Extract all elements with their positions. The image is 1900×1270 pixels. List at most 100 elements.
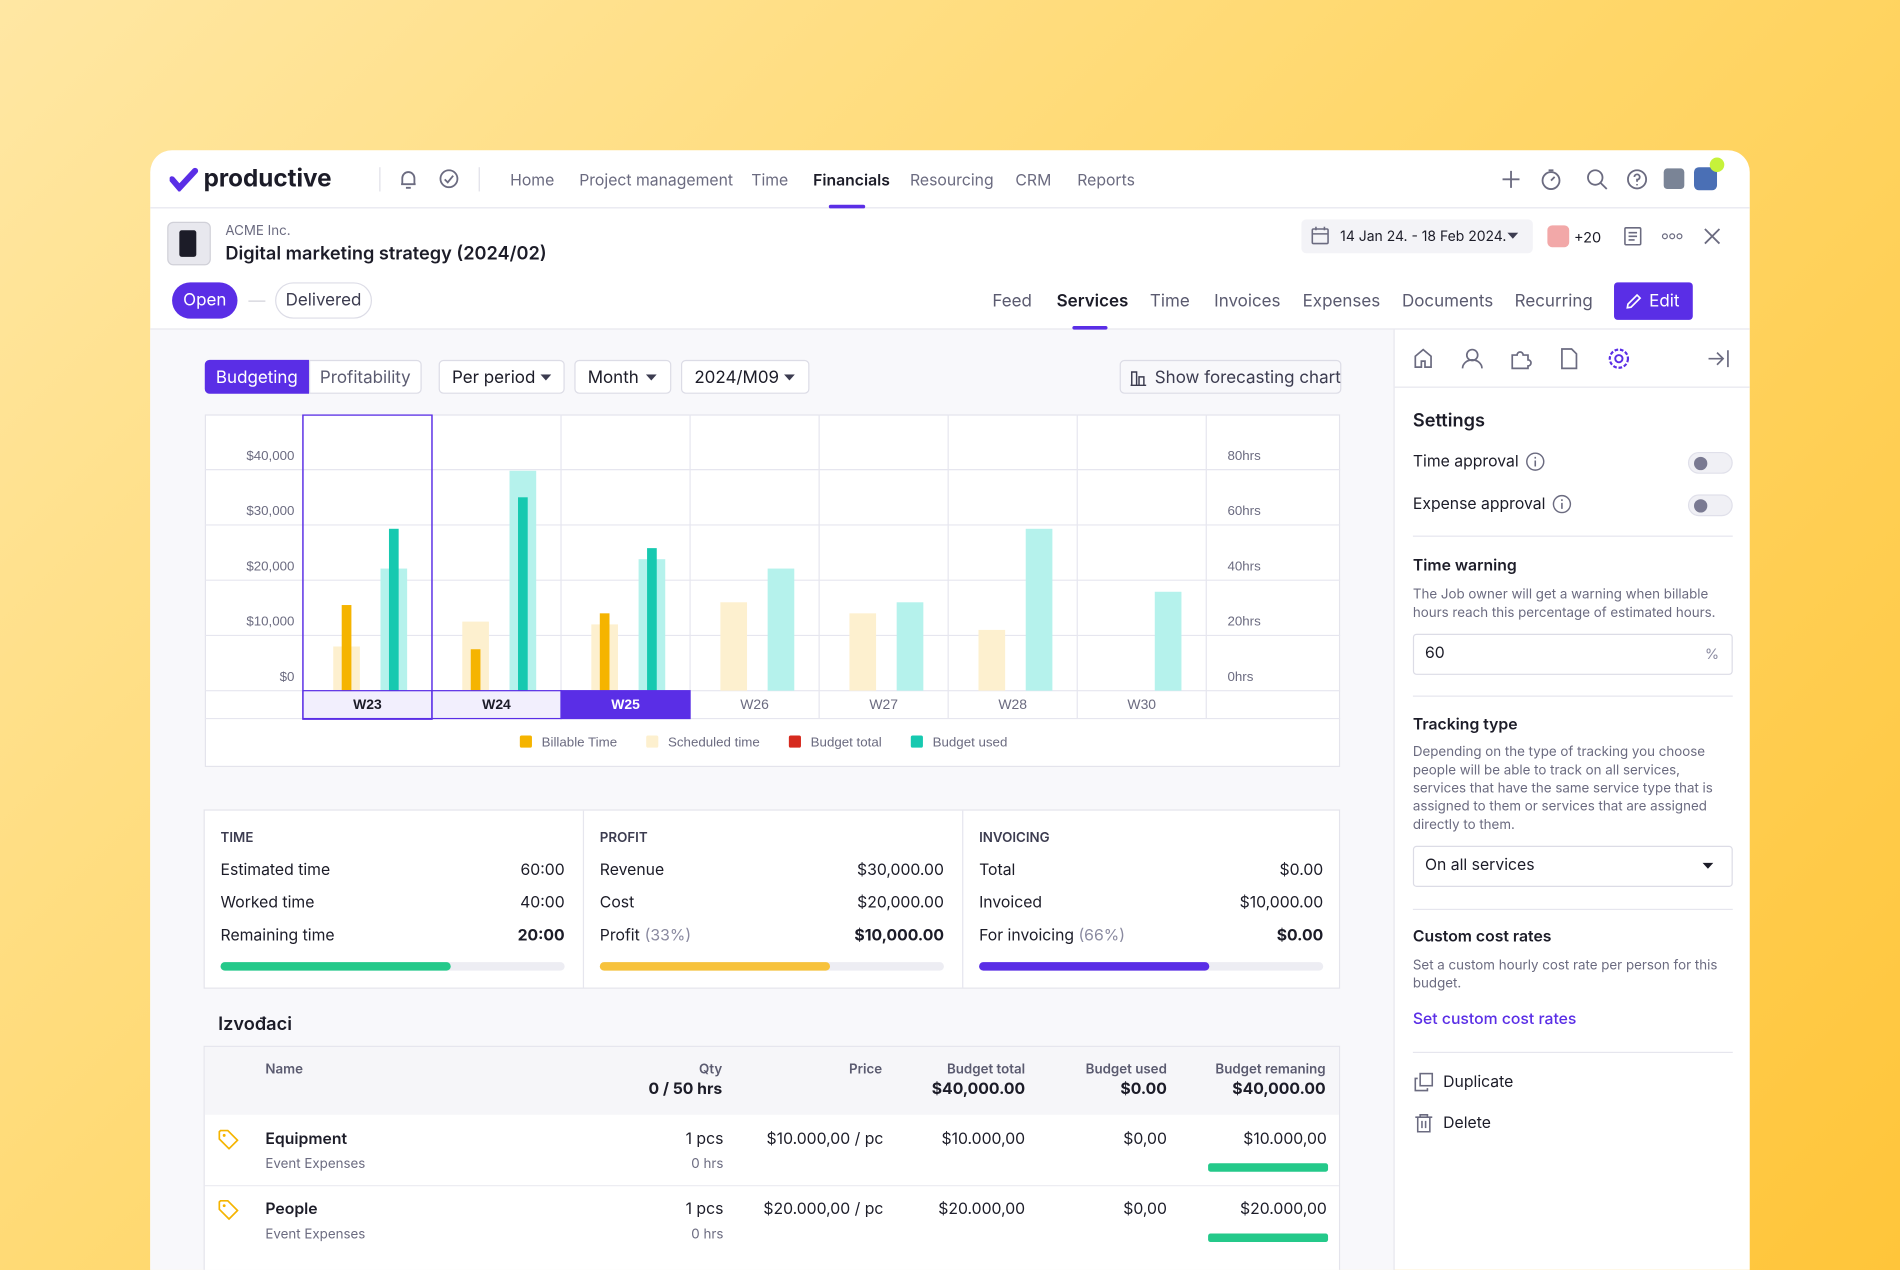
row-value: $0.00	[1277, 926, 1324, 945]
settings-title: Settings	[1413, 408, 1485, 431]
tab[interactable]: Invoices	[1214, 291, 1280, 312]
calendar-icon	[1311, 227, 1329, 245]
members-more[interactable]: +20	[1574, 228, 1601, 246]
notes-icon[interactable]	[1624, 227, 1642, 246]
tab[interactable]: Expenses	[1303, 291, 1381, 312]
warning-value[interactable]: 60	[1425, 643, 1445, 662]
edit-label[interactable]: Edit	[1649, 291, 1679, 312]
section-title: Custom cost rates	[1413, 927, 1552, 946]
tab[interactable]: Recurring	[1515, 291, 1593, 312]
bar	[849, 613, 876, 690]
toggle[interactable]	[1688, 494, 1733, 516]
nav-link[interactable]: Project management	[579, 171, 733, 190]
person-icon[interactable]	[1463, 350, 1482, 369]
tab[interactable]: Time	[1150, 291, 1190, 312]
row-budget-used: $0,00	[1123, 1200, 1167, 1219]
divider	[1393, 330, 1394, 1270]
nav-link[interactable]: CRM	[1015, 171, 1051, 190]
integrations-icon[interactable]	[1512, 352, 1531, 368]
legend-label: Budget total	[811, 734, 882, 749]
section-description: The Job owner will get a warning when bi…	[1413, 585, 1728, 621]
project-logo	[167, 222, 211, 266]
column-header: Budget remaning	[1215, 1060, 1325, 1077]
row-budget-remaining: $10.000,00	[1243, 1129, 1327, 1148]
bar	[1026, 529, 1053, 691]
help-icon[interactable]	[1626, 168, 1648, 190]
timer-icon[interactable]	[1540, 168, 1562, 190]
caret	[784, 374, 795, 381]
member-avatar[interactable]	[1547, 225, 1569, 247]
pdf-icon[interactable]	[1562, 349, 1577, 368]
row-note: (33%)	[645, 926, 691, 945]
close-icon[interactable]	[1704, 228, 1721, 245]
company: ACME Inc.	[225, 222, 290, 239]
add-icon[interactable]	[1501, 170, 1520, 189]
row-price: $20.000,00 / pc	[763, 1200, 883, 1219]
status-open[interactable]: Open	[172, 282, 237, 318]
row-value: $10,000.00	[854, 926, 944, 945]
nav-link[interactable]: Resourcing	[910, 171, 994, 190]
y2-tick-label: 80hrs	[1227, 448, 1261, 463]
divider	[1413, 1052, 1733, 1053]
link[interactable]: Set custom cost rates	[1413, 1009, 1577, 1028]
nav-link[interactable]: Time	[751, 171, 788, 190]
caret	[540, 374, 551, 381]
total-qty: 0 / 50 hrs	[649, 1080, 723, 1099]
row-label: Invoiced	[979, 893, 1042, 912]
date-range[interactable]: 14 Jan 24. - 18 Feb 2024.	[1340, 228, 1506, 245]
row-budget-total: $10.000,00	[941, 1129, 1025, 1148]
more-icon[interactable]	[1661, 231, 1683, 241]
warning-input[interactable]	[1413, 634, 1733, 675]
y-tick-label: $20,000	[246, 558, 294, 573]
progress-bar	[979, 962, 1210, 970]
search-icon[interactable]	[1586, 168, 1608, 190]
table-header	[205, 1047, 1339, 1115]
divider	[962, 811, 963, 988]
workspace-avatar[interactable]	[1664, 168, 1685, 189]
nav-link[interactable]: Home	[510, 171, 554, 190]
row-value: 40:00	[520, 893, 565, 912]
y2-tick-label: 0hrs	[1227, 669, 1253, 684]
action[interactable]: Delete	[1443, 1114, 1491, 1133]
project-title: Digital marketing strategy (2024/02)	[225, 241, 546, 264]
bar	[342, 605, 352, 691]
tab[interactable]: Feed	[992, 291, 1032, 312]
warning-unit: %	[1705, 645, 1719, 663]
column-header: Budget used	[1086, 1060, 1167, 1077]
collapse-icon[interactable]	[1709, 350, 1728, 367]
bar	[978, 630, 1005, 691]
status-delivered[interactable]: Delivered	[275, 282, 372, 318]
section-title: TIME	[221, 829, 254, 846]
nav-link-active[interactable]: Financials	[813, 171, 890, 190]
row-qty: 1 pcs	[686, 1200, 724, 1219]
row-label: Worked time	[221, 893, 315, 912]
home-icon[interactable]	[1415, 350, 1431, 368]
view-profitability[interactable]: Profitability	[309, 360, 422, 394]
active-indicator	[1072, 326, 1107, 330]
duplicate-icon	[1414, 1072, 1433, 1091]
check-icon[interactable]	[439, 168, 460, 189]
info-icon[interactable]	[1526, 452, 1545, 471]
tab-active[interactable]: Services	[1057, 291, 1129, 312]
brand[interactable]: productive	[204, 164, 332, 193]
tab[interactable]: Documents	[1402, 291, 1493, 312]
row-type: Event Expenses	[265, 1225, 365, 1242]
tracking-value[interactable]: On all services	[1425, 855, 1535, 874]
row-price: $10.000,00 / pc	[767, 1129, 884, 1148]
row-label: Estimated time	[221, 860, 331, 879]
toggle[interactable]	[1688, 452, 1733, 474]
forecast-button[interactable]: Show forecasting chart	[1120, 360, 1342, 394]
info-icon[interactable]	[1552, 494, 1571, 513]
granularity: Month	[588, 367, 639, 388]
action[interactable]: Duplicate	[1443, 1072, 1513, 1091]
bar	[768, 569, 795, 691]
total-budget: $40,000.00	[932, 1080, 1025, 1099]
nav-link[interactable]: Reports	[1077, 171, 1135, 190]
row-hrs: 0 hrs	[691, 1225, 723, 1242]
row-value: $20,000.00	[857, 893, 944, 912]
bell-icon[interactable]	[399, 168, 418, 190]
view-budgeting[interactable]: Budgeting	[205, 360, 309, 394]
x-tick-label: W30	[1127, 696, 1156, 712]
settings-icon[interactable]	[1610, 350, 1628, 368]
